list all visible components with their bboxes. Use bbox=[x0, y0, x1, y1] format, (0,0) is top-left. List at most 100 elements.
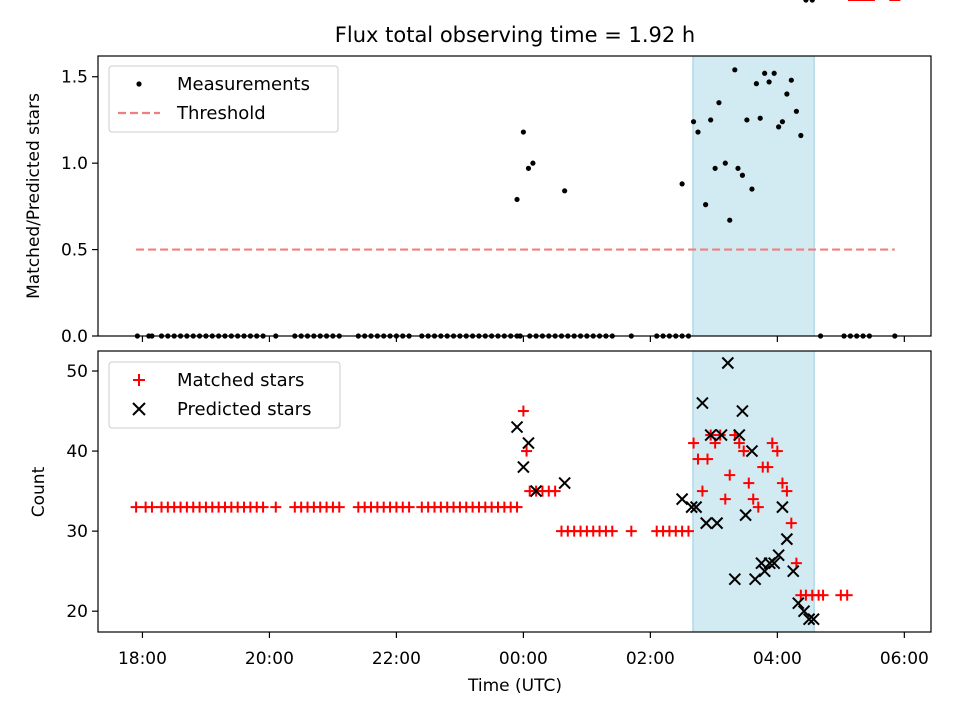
measurement-point bbox=[530, 160, 536, 166]
matched-stars-point bbox=[521, 445, 533, 457]
top-panel-frame bbox=[97, 55, 932, 337]
predicted-stars-point bbox=[797, 604, 811, 618]
predicted-stars-point bbox=[558, 476, 571, 490]
predicted-stars-point bbox=[689, 500, 703, 514]
measurement-point bbox=[727, 217, 733, 223]
bottom-panel-frame bbox=[97, 350, 932, 633]
legend-measurements-marker bbox=[136, 81, 142, 87]
matched-stars-point bbox=[333, 501, 345, 513]
x-tick-label: 20:00 bbox=[245, 649, 294, 669]
predicted-stars-point bbox=[776, 500, 789, 514]
measurement-point bbox=[779, 119, 786, 125]
measurement-point bbox=[703, 202, 709, 208]
bottom-panel-counts: 20 30 40 50 Count Matched stars Predicted s… bbox=[29, 0, 932, 638]
top-panel-shade bbox=[692, 55, 815, 337]
matched-stars-point bbox=[517, 405, 529, 417]
bottom-panel-y-ticks: 20 30 40 50 bbox=[66, 362, 98, 622]
x-axis-label: Time (UTC) bbox=[467, 676, 562, 696]
predicted-stars-point bbox=[739, 508, 752, 522]
x-tick-label: 18:00 bbox=[118, 649, 167, 669]
bottom-legend-box bbox=[108, 361, 341, 429]
matched-stars-point bbox=[781, 485, 793, 497]
predicted-stars-point bbox=[792, 596, 805, 610]
measurement-point bbox=[762, 70, 768, 76]
predicted-stars-point bbox=[748, 572, 762, 586]
matched-stars-point bbox=[771, 445, 783, 457]
x-tick-label: 00:00 bbox=[499, 649, 548, 669]
measurement-point bbox=[784, 91, 790, 97]
y-tick-label: 20 bbox=[66, 602, 88, 622]
predicted-stars-point bbox=[787, 564, 800, 578]
predicted-stars-point bbox=[685, 500, 698, 514]
measurement-point bbox=[788, 77, 794, 83]
predicted-stars-point bbox=[700, 516, 713, 530]
legend-matched-marker bbox=[133, 374, 145, 386]
matched-stars-point bbox=[696, 485, 708, 497]
matched-stars-point bbox=[817, 589, 829, 601]
y-tick-label: 40 bbox=[66, 442, 88, 462]
predicted-stars-point bbox=[745, 444, 759, 458]
y-tick-label: 30 bbox=[66, 522, 88, 542]
predicted-stars-point bbox=[772, 548, 785, 562]
measurement-point bbox=[732, 67, 738, 73]
predicted-stars-point bbox=[736, 404, 749, 418]
matched-stars-point bbox=[762, 461, 774, 473]
matched-stars-point bbox=[785, 517, 797, 529]
measurement-point bbox=[793, 108, 799, 114]
bottom-panel-y-label: Count bbox=[29, 466, 49, 517]
bottom-panel-marks bbox=[130, 0, 901, 626]
measurement-point bbox=[744, 117, 750, 123]
matched-stars-point bbox=[270, 501, 282, 513]
predicted-stars-point bbox=[517, 460, 530, 474]
matched-stars-point bbox=[549, 485, 561, 497]
measurement-point bbox=[776, 124, 782, 130]
predicted-stars-point bbox=[696, 396, 709, 410]
bottom-panel-legend: Matched stars Predicted stars bbox=[108, 361, 341, 429]
matched-stars-point bbox=[146, 501, 158, 513]
bottom-panel-shade bbox=[692, 350, 815, 633]
matched-stars-point bbox=[702, 453, 714, 465]
predicted-stars-point bbox=[758, 564, 771, 578]
legend-measurements-label: Measurements bbox=[177, 74, 310, 95]
x-tick-labels: 18:00 20:00 22:00 00:00 02:00 04:00 06:00 bbox=[118, 649, 929, 669]
y-tick-label: 50 bbox=[66, 362, 88, 382]
measurement-point bbox=[514, 196, 520, 203]
legend-predicted-marker bbox=[132, 402, 146, 416]
matched-stars-point bbox=[688, 437, 700, 449]
measurement-point bbox=[809, 0, 815, 3]
measurement-point bbox=[716, 100, 722, 106]
matched-stars-point bbox=[752, 501, 764, 513]
top-legend-box bbox=[108, 65, 339, 133]
predicted-stars-point bbox=[704, 428, 717, 442]
matched-stars-point bbox=[606, 525, 618, 537]
measurement-point bbox=[520, 129, 526, 135]
matched-stars-point bbox=[776, 477, 788, 489]
legend-matched-label: Matched stars bbox=[177, 370, 304, 391]
predicted-stars-point bbox=[529, 484, 543, 498]
matched-stars-point bbox=[733, 437, 745, 449]
measurement-point bbox=[766, 79, 772, 85]
measurement-point bbox=[695, 129, 701, 135]
y-tick-label: 0.0 bbox=[61, 327, 88, 347]
measurement-point bbox=[690, 119, 697, 125]
measurement-point bbox=[735, 165, 741, 171]
predicted-stars-point bbox=[807, 612, 820, 626]
predicted-stars-point bbox=[522, 436, 535, 450]
predicted-stars-point bbox=[710, 516, 724, 530]
matched-stars-point bbox=[257, 501, 269, 513]
matched-stars-point bbox=[130, 501, 142, 513]
measurement-point bbox=[803, 0, 809, 3]
x-tick-label: 04:00 bbox=[753, 649, 802, 669]
predicted-stars-point bbox=[675, 492, 689, 506]
measurement-point bbox=[749, 186, 755, 192]
matched-stars-point bbox=[625, 525, 637, 537]
y-tick-label: 1.5 bbox=[61, 68, 88, 88]
measurement-point bbox=[712, 165, 718, 171]
matched-stars-point bbox=[682, 525, 694, 537]
measurement-point bbox=[739, 172, 746, 178]
predicted-stars-point bbox=[733, 428, 746, 442]
legend-threshold-label: Threshold bbox=[176, 103, 266, 124]
measurement-point bbox=[771, 70, 777, 76]
top-panel-x-ticks bbox=[141, 336, 905, 342]
